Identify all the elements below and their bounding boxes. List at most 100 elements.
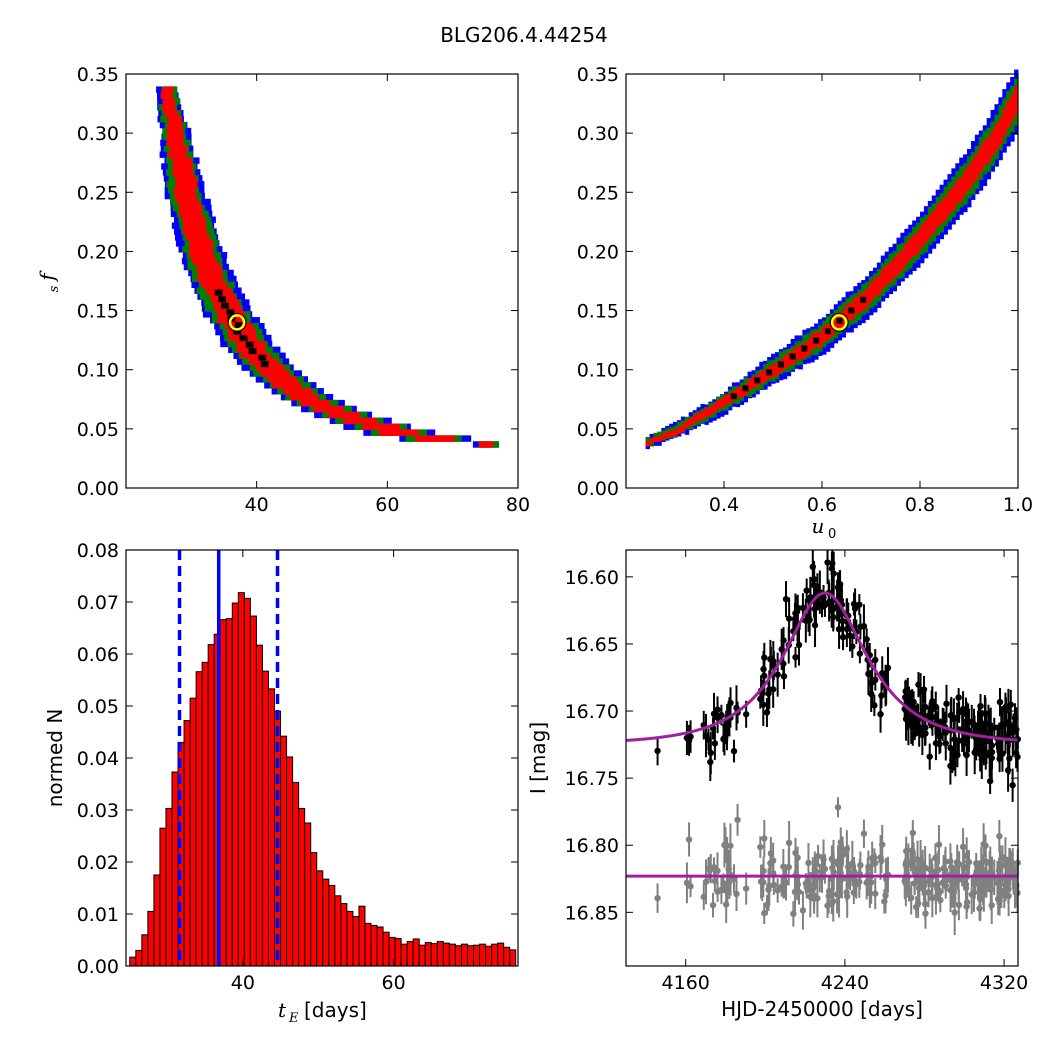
data-point [1004, 767, 1012, 774]
y-tick-label: 0.35 [577, 64, 619, 86]
heatmap-cell-inner [927, 215, 933, 238]
data-point [991, 724, 998, 731]
heatmap-cell-core [801, 345, 808, 352]
heatmap-cell-inner [998, 118, 1003, 145]
residual-point [825, 887, 833, 895]
heatmap-cell-inner [822, 326, 827, 342]
heatmap-cell-core [218, 296, 227, 303]
histogram-bar [153, 874, 161, 967]
histogram-bar [497, 942, 505, 967]
residual-point [760, 867, 767, 875]
y-tick-label: 16.80 [565, 835, 619, 857]
heatmap-cell-inner [892, 257, 897, 278]
heatmap-cell-inner [978, 146, 984, 172]
best-fit-marker-outline [829, 312, 849, 332]
data-point [792, 654, 799, 661]
histogram-bar [430, 943, 438, 967]
heatmap-cell-inner [196, 263, 222, 271]
data-point [763, 709, 771, 716]
heatmap-cell-inner [727, 393, 733, 404]
data-point [799, 604, 807, 612]
heatmap-cell-core [226, 309, 235, 316]
residual-point [922, 910, 929, 917]
x-tick-label: 4160 [662, 972, 710, 994]
residual-point [909, 829, 917, 837]
residual-point [774, 887, 781, 894]
y-tick-label: 0.06 [77, 644, 119, 666]
heatmap-cell-core [234, 322, 243, 329]
histogram-bar [412, 938, 420, 967]
histogram-bar [460, 943, 468, 967]
residual-point [872, 890, 879, 897]
heatmap-cell-inner [908, 238, 913, 260]
residual-point [839, 851, 847, 858]
heatmap-cell-inner [169, 145, 188, 152]
histogram-bar [292, 781, 300, 967]
y-tick-label: 0.02 [77, 852, 119, 874]
x-axis-label-unit: [days] [304, 998, 367, 1022]
heatmap-cell-inner [912, 234, 917, 256]
heatmap-cell-inner [700, 411, 705, 420]
x-tick-label: 0.8 [905, 494, 935, 516]
histogram-bar [466, 945, 475, 967]
data-point [830, 570, 837, 577]
x-axis-label-subscript: 0 [828, 527, 836, 542]
heatmap-cell-core [258, 354, 267, 361]
heatmap-cell-inner [166, 127, 183, 135]
heatmap-cell-inner [716, 399, 721, 410]
data-point [877, 710, 884, 718]
residual-point [821, 865, 829, 873]
heatmap-cell-inner [160, 92, 173, 99]
data-point [884, 664, 892, 672]
heatmap-cell-inner [708, 406, 713, 416]
heatmap-cell-core [824, 328, 831, 335]
x-tick-label: 40 [231, 972, 255, 994]
y-tick-label: 0.05 [577, 419, 619, 441]
data-point [654, 747, 661, 755]
y-tick-label: 0.05 [77, 419, 119, 441]
heatmap-cell-core [860, 296, 867, 303]
heatmap-cell-inner [268, 376, 297, 383]
heatmap-cell-inner [167, 133, 184, 141]
heatmap-cell-inner [167, 121, 183, 129]
histogram-bar [352, 916, 360, 967]
data-point [839, 633, 847, 641]
y-tick-label: 0.35 [77, 64, 119, 86]
data-point [872, 656, 879, 664]
heatmap-cell-inner [313, 405, 344, 413]
histogram-bar [358, 905, 366, 967]
heatmap-cell-inner [676, 427, 682, 435]
residual-point [914, 900, 922, 907]
heatmap-cell-middle [645, 436, 651, 446]
heatmap-cell-inner [192, 257, 217, 265]
heatmap-cell-inner [935, 204, 941, 228]
heatmap-cell-inner [680, 424, 686, 432]
residual-point [761, 910, 768, 917]
heatmap-cell-inner [669, 430, 674, 437]
histogram-bar [424, 942, 432, 967]
residual-point [935, 866, 942, 874]
heatmap-cell-core [754, 377, 761, 384]
figure-title: BLG206.4.44254 [440, 23, 608, 47]
heatmap-cell-inner [739, 386, 745, 398]
residual-point [830, 869, 837, 876]
heatmap-cell-inner [255, 364, 285, 371]
data-point [943, 700, 950, 707]
data-point [986, 777, 994, 785]
y-tick-label: 0.20 [77, 241, 119, 263]
heatmap-cell-inner [241, 352, 271, 359]
heatmap-cell-inner [774, 362, 780, 376]
histogram-bar [394, 937, 402, 967]
residual-point [959, 843, 967, 851]
heatmap-cell-inner [782, 355, 788, 369]
data-point [965, 727, 973, 734]
histogram-bar [219, 619, 227, 967]
histogram-bar [310, 852, 318, 967]
heatmap-cell-inner [379, 429, 419, 436]
plot-frame [125, 73, 519, 489]
residual-point [937, 896, 944, 904]
residual-point [955, 860, 963, 868]
y-tick-label: 0.00 [577, 478, 619, 500]
heatmap-cell-inner [415, 435, 455, 442]
heatmap-cell-core [730, 393, 737, 400]
